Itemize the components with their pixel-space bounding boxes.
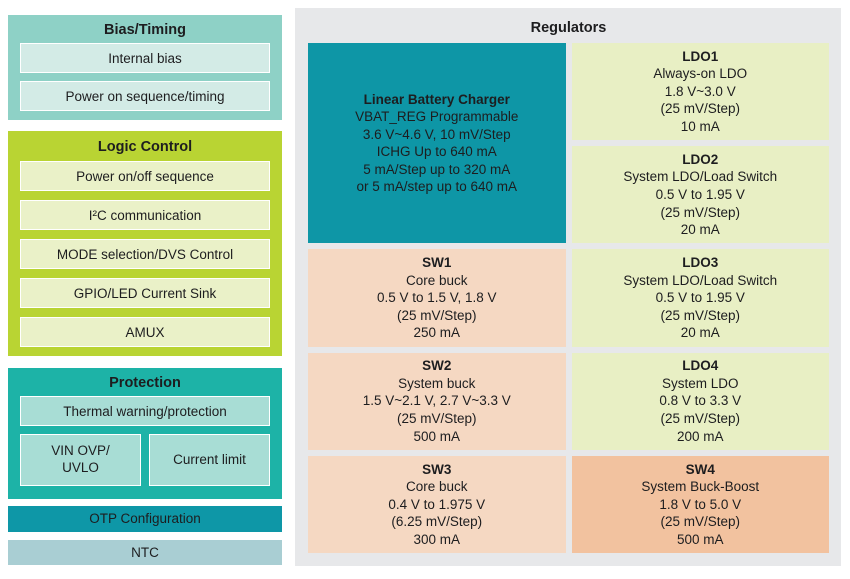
block-title-linear-battery-charger: Linear Battery Charger [363, 91, 510, 107]
block-desc-ldo2: System LDO/Load Switch 0.5 V to 1.95 V (… [623, 169, 778, 238]
block-sw3: SW3 Core buck 0.4 V to 1.975 V (6.25 mV/… [308, 455, 566, 553]
block-desc-sw3: Core buck 0.4 V to 1.975 V (6.25 mV/Step… [388, 479, 486, 547]
regulators-title: Regulators [530, 20, 607, 36]
block-linear-battery-charger: Linear Battery Charger VBAT_REG Programm… [308, 43, 566, 244]
block-title-sw4: SW4 [685, 461, 715, 477]
block-internal-bias: Internal bias [20, 43, 270, 73]
block-desc-ldo4: System LDO 0.8 V to 3.3 V (25 mV/Step) 2… [659, 375, 742, 444]
block-ldo2: LDO2 System LDO/Load Switch 0.5 V to 1.9… [571, 146, 829, 244]
block-desc-sw4: System Buck-Boost 1.8 V to 5.0 V (25 mV/… [641, 479, 760, 547]
block-sw4: SW4 System Buck-Boost 1.8 V to 5.0 V (25… [571, 455, 829, 553]
block-title-ldo3: LDO3 [682, 255, 719, 271]
group-title-bias-timing: Bias/Timing [104, 22, 186, 38]
block-vin-ovp-uvlo: VIN OVP/ UVLO [20, 434, 141, 486]
block-current-limit: Current limit [149, 434, 270, 486]
block-mode-selection-dvs-control: MODE selection/DVS Control [20, 239, 270, 269]
regulators-panel: Regulators Linear Battery Charger VBAT_R… [295, 8, 841, 566]
block-desc-sw1: Core buck 0.5 V to 1.5 V, 1.8 V (25 mV/S… [376, 272, 497, 341]
block-ldo4: LDO4 System LDO 0.8 V to 3.3 V (25 mV/St… [571, 352, 829, 450]
block-sw2: SW2 System buck 1.5 V~2.1 V, 2.7 V~3.3 V… [308, 352, 566, 450]
bar-otp-configuration: OTP Configuration [8, 506, 282, 532]
block-ldo3: LDO3 System LDO/Load Switch 0.5 V to 1.9… [571, 249, 829, 347]
block-desc-ldo1: Always-on LDO 1.8 V~3.0 V (25 mV/Step) 1… [653, 66, 748, 134]
block-title-sw3: SW3 [422, 461, 452, 477]
block-desc-sw2: System buck 1.5 V~2.1 V, 2.7 V~3.3 V (25… [362, 375, 511, 444]
protection-split-row: VIN OVP/ UVLO Current limit [20, 434, 270, 486]
block-amux: AMUX [20, 317, 270, 347]
group-title-logic-control: Logic Control [97, 139, 193, 155]
group-logic-control: Logic Control Power on/off sequence I²C … [8, 131, 282, 356]
block-power-on-sequence-timing: Power on sequence/timing [20, 81, 270, 111]
block-title-ldo4: LDO4 [682, 358, 719, 374]
block-thermal-warning-protection: Thermal warning/protection [20, 396, 270, 426]
block-desc-linear-battery-charger: VBAT_REG Programmable 3.6 V~4.6 V, 10 mV… [355, 109, 519, 195]
left-column: Bias/Timing Internal bias Power on seque… [8, 8, 282, 566]
block-sw1: SW1 Core buck 0.5 V to 1.5 V, 1.8 V (25 … [308, 249, 566, 347]
block-i2c-communication: I²C communication [20, 200, 270, 230]
block-power-on-off-sequence: Power on/off sequence [20, 161, 270, 191]
group-bias-timing: Bias/Timing Internal bias Power on seque… [8, 15, 282, 120]
block-title-ldo2: LDO2 [682, 151, 719, 167]
group-protection: Protection Thermal warning/protection VI… [8, 368, 282, 499]
block-gpio-led-current-sink: GPIO/LED Current Sink [20, 278, 270, 308]
block-title-sw1: SW1 [422, 255, 452, 271]
block-ldo1: LDO1 Always-on LDO 1.8 V~3.0 V (25 mV/St… [571, 43, 829, 141]
block-desc-ldo3: System LDO/Load Switch 0.5 V to 1.95 V (… [623, 272, 778, 341]
regulators-grid: Linear Battery Charger VBAT_REG Programm… [308, 43, 829, 553]
group-title-protection: Protection [109, 375, 181, 391]
bar-ntc: NTC [8, 540, 282, 565]
block-title-sw2: SW2 [422, 358, 452, 374]
block-title-ldo1: LDO1 [682, 48, 719, 64]
